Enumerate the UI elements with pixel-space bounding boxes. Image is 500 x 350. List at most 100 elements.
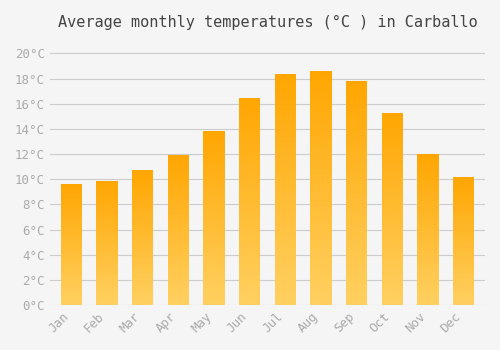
Bar bbox=[274, 180, 296, 185]
Bar bbox=[310, 127, 332, 132]
Bar bbox=[168, 278, 189, 281]
Bar bbox=[239, 280, 260, 284]
Bar bbox=[274, 175, 296, 180]
Bar bbox=[96, 300, 118, 302]
Bar bbox=[382, 278, 403, 282]
Bar bbox=[132, 297, 154, 300]
Bar bbox=[417, 154, 438, 157]
Bar bbox=[453, 254, 474, 256]
Bar bbox=[96, 183, 118, 186]
Bar bbox=[417, 284, 438, 287]
Bar bbox=[132, 200, 154, 203]
Bar bbox=[453, 197, 474, 200]
Bar bbox=[453, 218, 474, 220]
Bar bbox=[132, 214, 154, 216]
Bar bbox=[346, 211, 368, 216]
Bar bbox=[60, 281, 82, 283]
Bar bbox=[417, 220, 438, 224]
Bar bbox=[132, 205, 154, 208]
Bar bbox=[346, 94, 368, 99]
Bar bbox=[310, 179, 332, 183]
Bar bbox=[346, 193, 368, 197]
Bar bbox=[96, 186, 118, 188]
Bar bbox=[310, 249, 332, 253]
Bar bbox=[168, 248, 189, 251]
Bar bbox=[453, 292, 474, 295]
Bar bbox=[310, 282, 332, 286]
Bar bbox=[203, 204, 224, 208]
Bar bbox=[239, 301, 260, 305]
Bar bbox=[60, 274, 82, 276]
Bar bbox=[96, 208, 118, 210]
Bar bbox=[310, 136, 332, 141]
Bar bbox=[417, 196, 438, 200]
Bar bbox=[382, 224, 403, 228]
Bar bbox=[346, 117, 368, 121]
Bar bbox=[203, 156, 224, 159]
Bar bbox=[274, 166, 296, 171]
Bar bbox=[168, 236, 189, 239]
Bar bbox=[346, 184, 368, 189]
Bar bbox=[60, 191, 82, 194]
Bar bbox=[346, 287, 368, 292]
Bar bbox=[453, 295, 474, 298]
Bar bbox=[382, 174, 403, 178]
Bar bbox=[453, 251, 474, 254]
Bar bbox=[203, 166, 224, 170]
Bar bbox=[310, 286, 332, 291]
Bar bbox=[453, 248, 474, 251]
Bar bbox=[274, 106, 296, 111]
Bar bbox=[274, 129, 296, 134]
Bar bbox=[96, 240, 118, 243]
Bar bbox=[239, 185, 260, 189]
Bar bbox=[96, 225, 118, 228]
Bar bbox=[453, 241, 474, 244]
Bar bbox=[453, 208, 474, 210]
Bar bbox=[346, 171, 368, 175]
Bar bbox=[132, 265, 154, 267]
Bar bbox=[382, 290, 403, 294]
Bar bbox=[168, 299, 189, 302]
Bar bbox=[346, 292, 368, 296]
Bar bbox=[382, 128, 403, 132]
Bar bbox=[310, 150, 332, 155]
Bar bbox=[417, 224, 438, 226]
Bar bbox=[310, 141, 332, 146]
Bar bbox=[60, 290, 82, 293]
Bar bbox=[274, 291, 296, 296]
Bar bbox=[132, 275, 154, 278]
Bar bbox=[453, 190, 474, 192]
Bar bbox=[274, 92, 296, 97]
Bar bbox=[239, 297, 260, 301]
Bar bbox=[274, 226, 296, 231]
Bar bbox=[203, 135, 224, 138]
Bar bbox=[453, 233, 474, 236]
Bar bbox=[60, 187, 82, 189]
Bar bbox=[96, 250, 118, 253]
Bar bbox=[310, 193, 332, 197]
Bar bbox=[417, 239, 438, 241]
Bar bbox=[274, 198, 296, 203]
Bar bbox=[96, 278, 118, 280]
Bar bbox=[96, 193, 118, 195]
Bar bbox=[168, 188, 189, 191]
Bar bbox=[346, 224, 368, 229]
Bar bbox=[239, 247, 260, 251]
Bar bbox=[203, 250, 224, 253]
Bar bbox=[453, 300, 474, 302]
Bar bbox=[346, 121, 368, 126]
Bar bbox=[346, 206, 368, 211]
Bar bbox=[132, 281, 154, 284]
Bar bbox=[453, 228, 474, 231]
Bar bbox=[132, 187, 154, 189]
Bar bbox=[132, 300, 154, 302]
Bar bbox=[417, 241, 438, 245]
Bar bbox=[60, 295, 82, 298]
Bar bbox=[382, 159, 403, 163]
Bar bbox=[203, 243, 224, 246]
Bar bbox=[346, 202, 368, 206]
Bar bbox=[132, 170, 154, 173]
Bar bbox=[132, 248, 154, 251]
Bar bbox=[60, 254, 82, 257]
Bar bbox=[203, 183, 224, 187]
